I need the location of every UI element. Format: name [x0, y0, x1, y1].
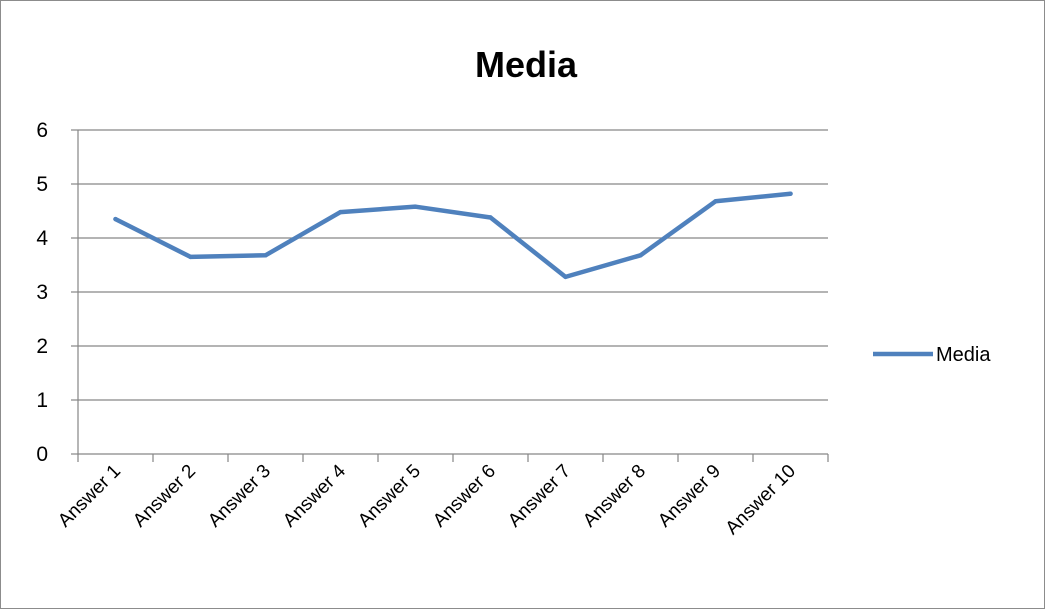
y-tick-label: 3 [36, 281, 48, 304]
data-point [338, 209, 343, 215]
data-point [788, 191, 793, 196]
x-tick-label: Answer 9 [654, 461, 725, 532]
data-point [188, 254, 193, 260]
data-point [713, 199, 718, 204]
x-tick-label: Answer 3 [204, 461, 275, 532]
legend-label: Media [936, 344, 991, 366]
y-tick-label: 4 [36, 227, 48, 250]
x-tick-label: Answer 6 [429, 461, 500, 532]
y-tick-label: 5 [36, 173, 48, 196]
y-tick-label: 2 [36, 335, 48, 358]
data-point [413, 204, 418, 209]
chart-title: Media [475, 44, 578, 85]
data-point [638, 253, 643, 258]
data-point [113, 216, 118, 222]
y-tick-label: 0 [36, 443, 48, 466]
x-tick-label: Answer 5 [354, 461, 425, 532]
x-tick-label: Answer 7 [504, 461, 575, 532]
series-line [113, 191, 793, 280]
data-point [488, 215, 493, 220]
x-tick-label: Answer 4 [279, 460, 350, 531]
x-tick-label: Answer 1 [54, 461, 125, 532]
data-point [263, 253, 268, 258]
x-tick-label: Answer 2 [129, 461, 200, 532]
x-tick-label: Answer 8 [579, 461, 650, 532]
y-tick-label: 6 [36, 119, 48, 142]
data-point [563, 274, 568, 280]
x-tick-label: Answer 10 [722, 461, 800, 539]
y-tick-label: 1 [36, 389, 48, 412]
